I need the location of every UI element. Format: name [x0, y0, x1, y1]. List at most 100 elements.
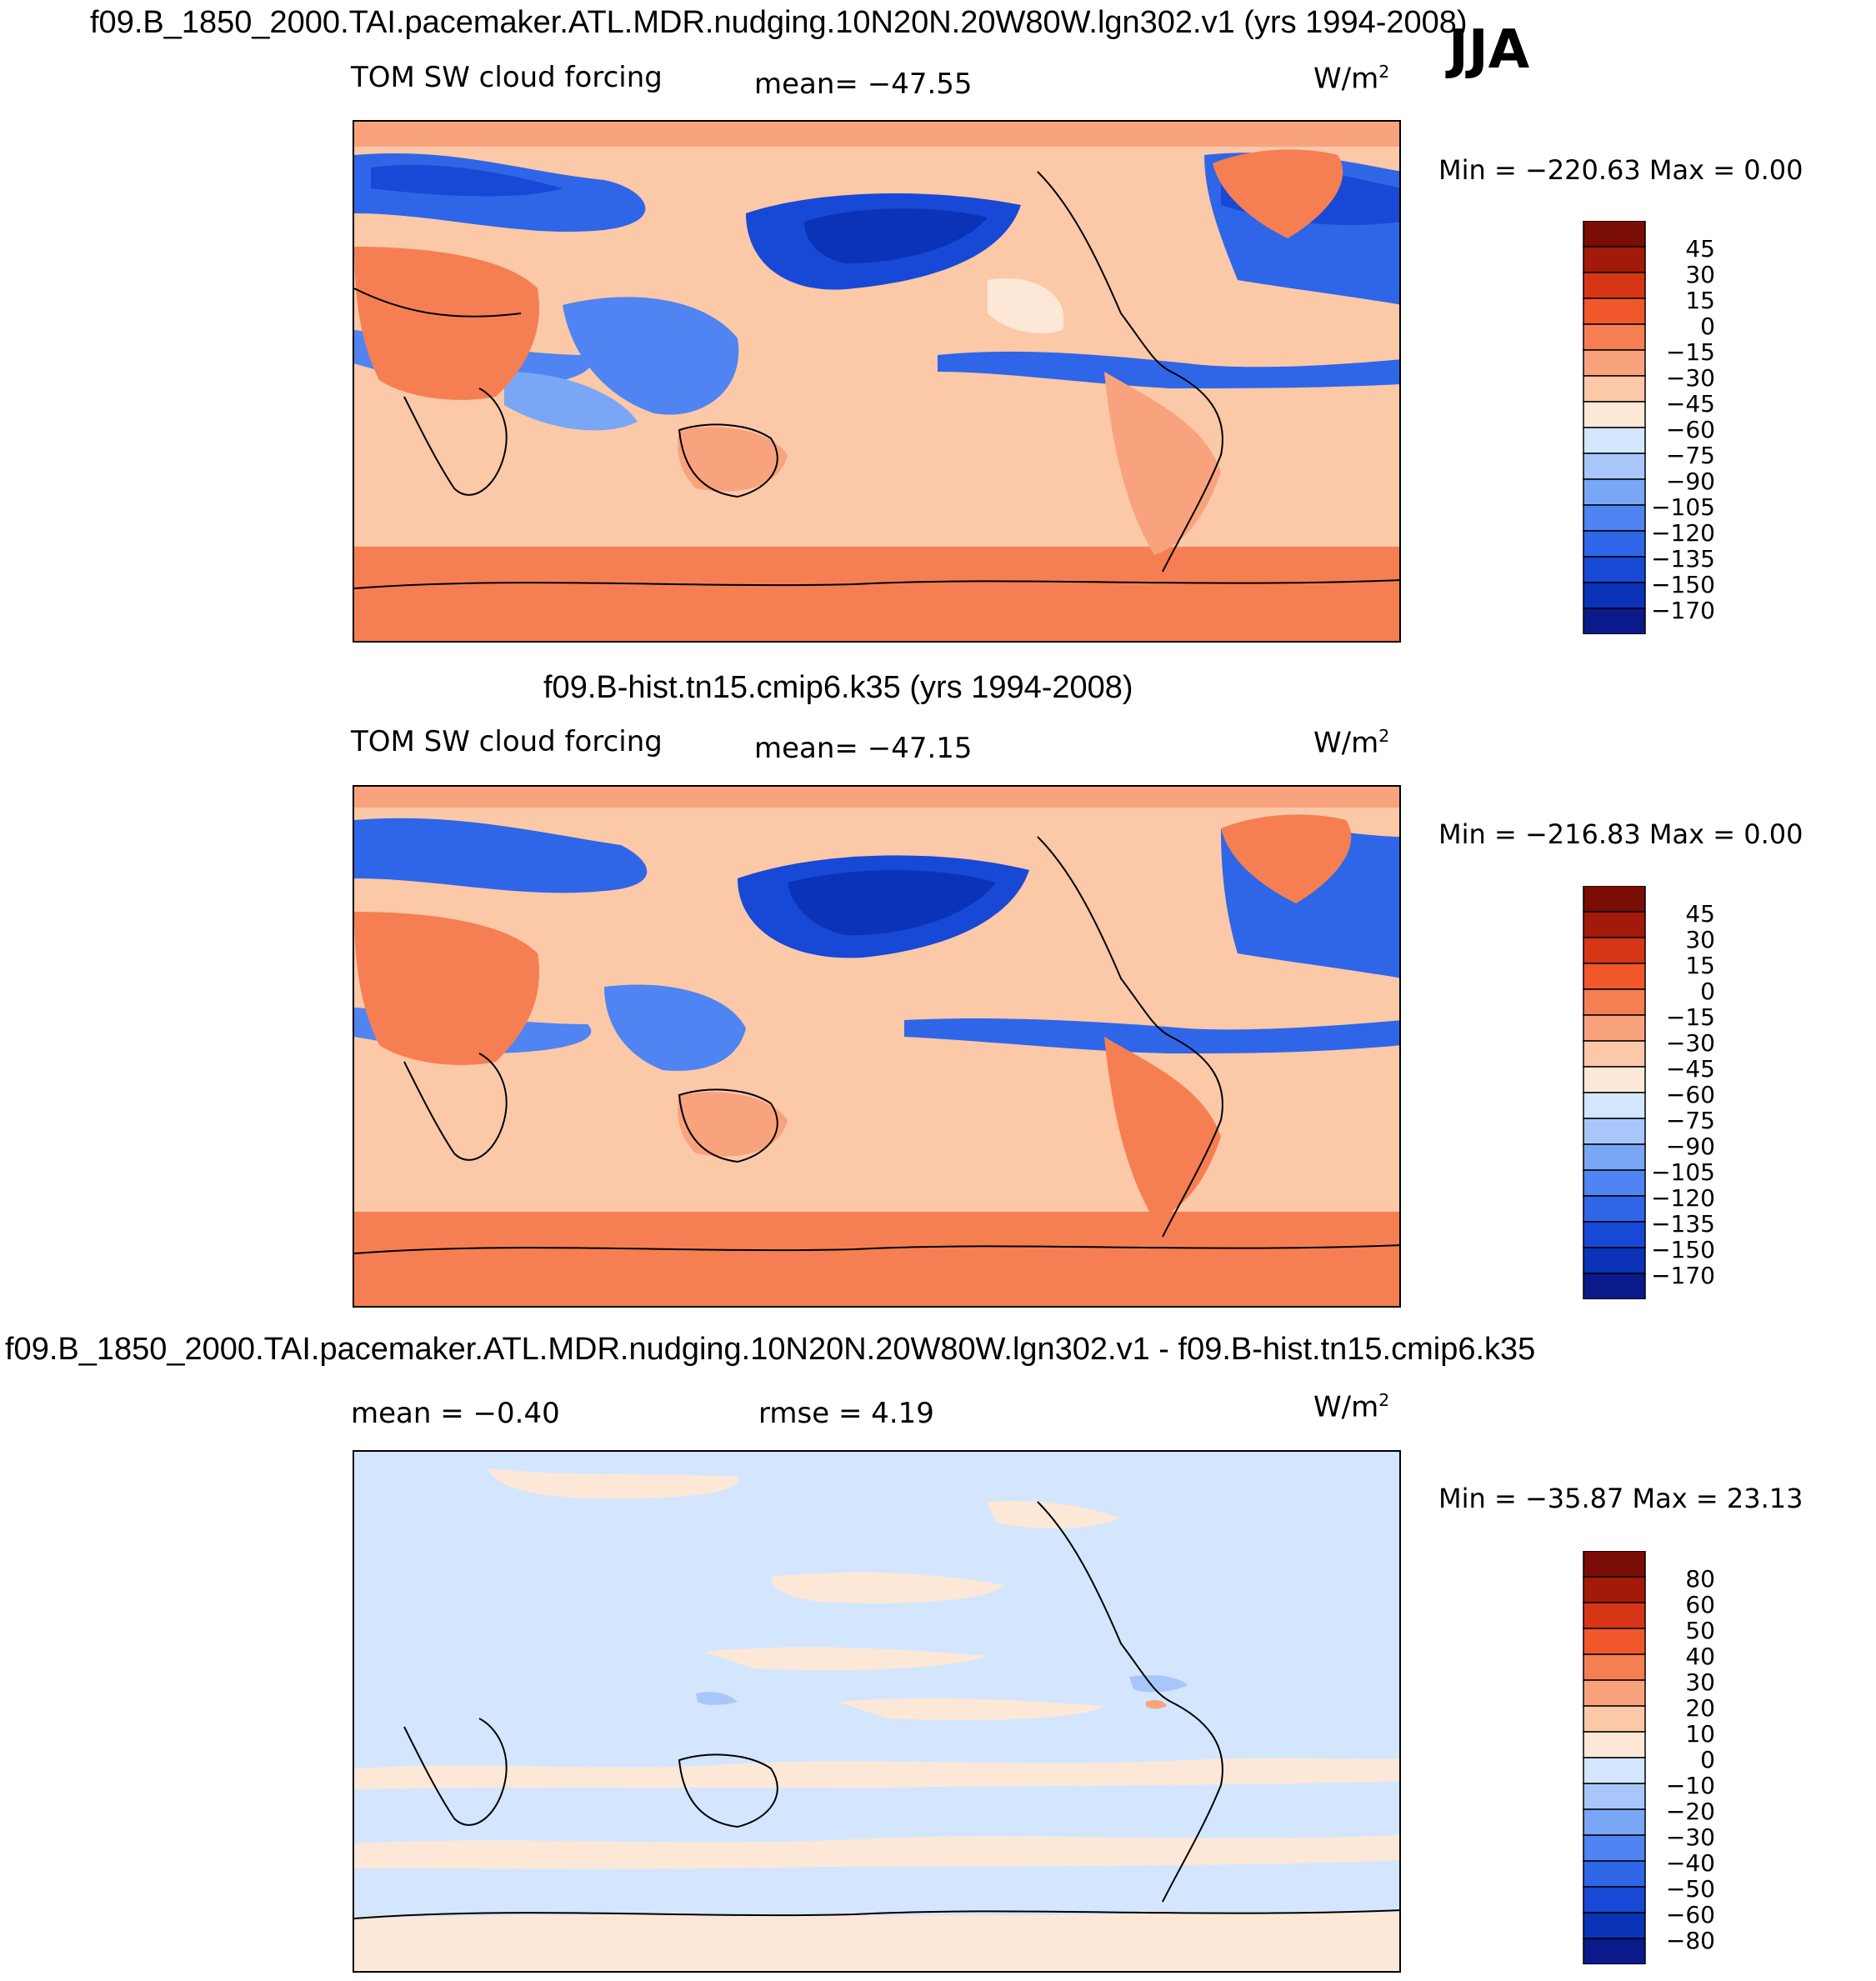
season-label: JJA — [1448, 19, 1530, 81]
panel-1-colorbar-swatches — [1583, 221, 1646, 634]
colorbar-label: 40 — [1685, 1643, 1715, 1670]
colorbar-label: −105 — [1651, 1158, 1715, 1186]
colorbar-label: −40 — [1665, 1849, 1715, 1877]
colorbar-label: −135 — [1651, 545, 1715, 573]
colorbar-swatch — [1583, 1118, 1646, 1145]
colorbar-swatch — [1583, 401, 1646, 428]
colorbar-label: 50 — [1685, 1617, 1715, 1644]
colorbar-label: 15 — [1685, 287, 1715, 314]
panel-3-colorbar — [1583, 1551, 1646, 1964]
colorbar-swatch — [1583, 1912, 1646, 1939]
colorbar-swatch — [1583, 349, 1646, 377]
panel-3-mean: mean = −0.40 — [351, 1397, 560, 1430]
colorbar-label: 0 — [1700, 1746, 1715, 1773]
colorbar-swatch — [1583, 1808, 1646, 1836]
colorbar-label: 60 — [1685, 1591, 1715, 1618]
colorbar-label: −170 — [1651, 1262, 1715, 1289]
colorbar-label: −105 — [1651, 493, 1715, 521]
colorbar-label: −30 — [1665, 1029, 1715, 1057]
colorbar-swatch — [1583, 1783, 1646, 1810]
panel-2-variable: TOM SW cloud forcing — [351, 725, 663, 758]
colorbar-swatch — [1583, 1576, 1646, 1603]
colorbar-swatch — [1583, 1757, 1646, 1784]
panel-3-units: W/m2 — [1313, 1390, 1390, 1424]
colorbar-swatch — [1583, 272, 1646, 299]
colorbar-swatch — [1583, 1679, 1646, 1707]
colorbar-swatch — [1583, 1705, 1646, 1733]
colorbar-swatch — [1583, 556, 1646, 583]
colorbar-label: 30 — [1685, 261, 1715, 288]
colorbar-label: 15 — [1685, 952, 1715, 979]
colorbar-label: −75 — [1665, 1107, 1715, 1134]
panel-1-mean: mean= −47.55 — [754, 68, 973, 101]
colorbar-label: −75 — [1665, 442, 1715, 469]
colorbar-swatch — [1583, 453, 1646, 480]
panel-2-title: f09.B-hist.tn15.cmip6.k35 (yrs 1994-2008… — [543, 670, 1133, 705]
colorbar-label: −60 — [1665, 416, 1715, 443]
panel-3-minmax: Min = −35.87 Max = 23.13 — [1438, 1483, 1803, 1514]
colorbar-swatch — [1583, 1040, 1646, 1068]
colorbar-swatch — [1583, 886, 1646, 913]
colorbar-swatch — [1583, 582, 1646, 609]
panel-3-rmse: rmse = 4.19 — [758, 1397, 934, 1430]
colorbar-label: 30 — [1685, 1668, 1715, 1696]
colorbar-label: 30 — [1685, 926, 1715, 953]
colorbar-label: −120 — [1651, 519, 1715, 547]
colorbar-swatch — [1583, 1014, 1646, 1042]
panel-1-units: W/m2 — [1313, 62, 1390, 96]
colorbar-swatch — [1583, 1938, 1646, 1964]
colorbar-swatch — [1583, 1834, 1646, 1862]
colorbar-label: −60 — [1665, 1901, 1715, 1928]
colorbar-label: 45 — [1685, 900, 1715, 928]
colorbar-label: −45 — [1665, 390, 1715, 418]
panel-2-minmax: Min = −216.83 Max = 0.00 — [1438, 818, 1803, 850]
panel-3-map — [353, 1450, 1401, 1973]
panel-1-minmax: Min = −220.63 Max = 0.00 — [1438, 154, 1803, 186]
colorbar-swatch — [1583, 1273, 1646, 1299]
panel-1-variable: TOM SW cloud forcing — [351, 61, 663, 94]
colorbar-swatch — [1583, 1221, 1646, 1248]
colorbar-swatch — [1583, 1653, 1646, 1681]
colorbar-swatch — [1583, 1886, 1646, 1913]
colorbar-swatch — [1583, 1066, 1646, 1093]
colorbar-label: −50 — [1665, 1875, 1715, 1903]
panel-3-title: f09.B_1850_2000.TAI.pacemaker.ATL.MDR.nu… — [5, 1332, 1536, 1367]
colorbar-swatch — [1583, 1860, 1646, 1888]
colorbar-swatch — [1583, 478, 1646, 506]
colorbar-label: 0 — [1700, 978, 1715, 1005]
colorbar-label: −10 — [1665, 1772, 1715, 1799]
colorbar-label: −45 — [1665, 1055, 1715, 1083]
colorbar-label: 10 — [1685, 1720, 1715, 1748]
panel-1-map — [353, 120, 1401, 643]
panel-1-field — [354, 122, 1399, 641]
colorbar-label: −20 — [1665, 1798, 1715, 1825]
colorbar-label: −80 — [1665, 1927, 1715, 1954]
colorbar-label: −60 — [1665, 1081, 1715, 1108]
panel-2-mean: mean= −47.15 — [754, 732, 973, 765]
panel-1-colorbar — [1583, 221, 1646, 634]
colorbar-swatch — [1583, 963, 1646, 990]
colorbar-label: −15 — [1665, 1003, 1715, 1031]
colorbar-label: −120 — [1651, 1184, 1715, 1212]
colorbar-swatch — [1583, 1731, 1646, 1758]
colorbar-label: −30 — [1665, 364, 1715, 392]
colorbar-label: 45 — [1685, 235, 1715, 263]
colorbar-swatch — [1583, 1628, 1646, 1655]
colorbar-swatch — [1583, 1602, 1646, 1629]
panel-2-colorbar — [1583, 886, 1646, 1299]
colorbar-label: 0 — [1700, 313, 1715, 340]
colorbar-label: −90 — [1665, 468, 1715, 495]
panel-2-field — [354, 787, 1399, 1306]
panel-3-field — [354, 1452, 1399, 1971]
colorbar-swatch — [1583, 375, 1646, 403]
colorbar-label: −30 — [1665, 1823, 1715, 1851]
colorbar-label: −90 — [1665, 1133, 1715, 1160]
colorbar-label: −150 — [1651, 1236, 1715, 1263]
colorbar-label: −150 — [1651, 571, 1715, 598]
colorbar-swatch — [1583, 530, 1646, 558]
panel-2-map — [353, 785, 1401, 1308]
colorbar-label: 20 — [1685, 1694, 1715, 1722]
colorbar-swatch — [1583, 1195, 1646, 1223]
colorbar-swatch — [1583, 323, 1646, 351]
colorbar-label: 80 — [1685, 1565, 1715, 1593]
